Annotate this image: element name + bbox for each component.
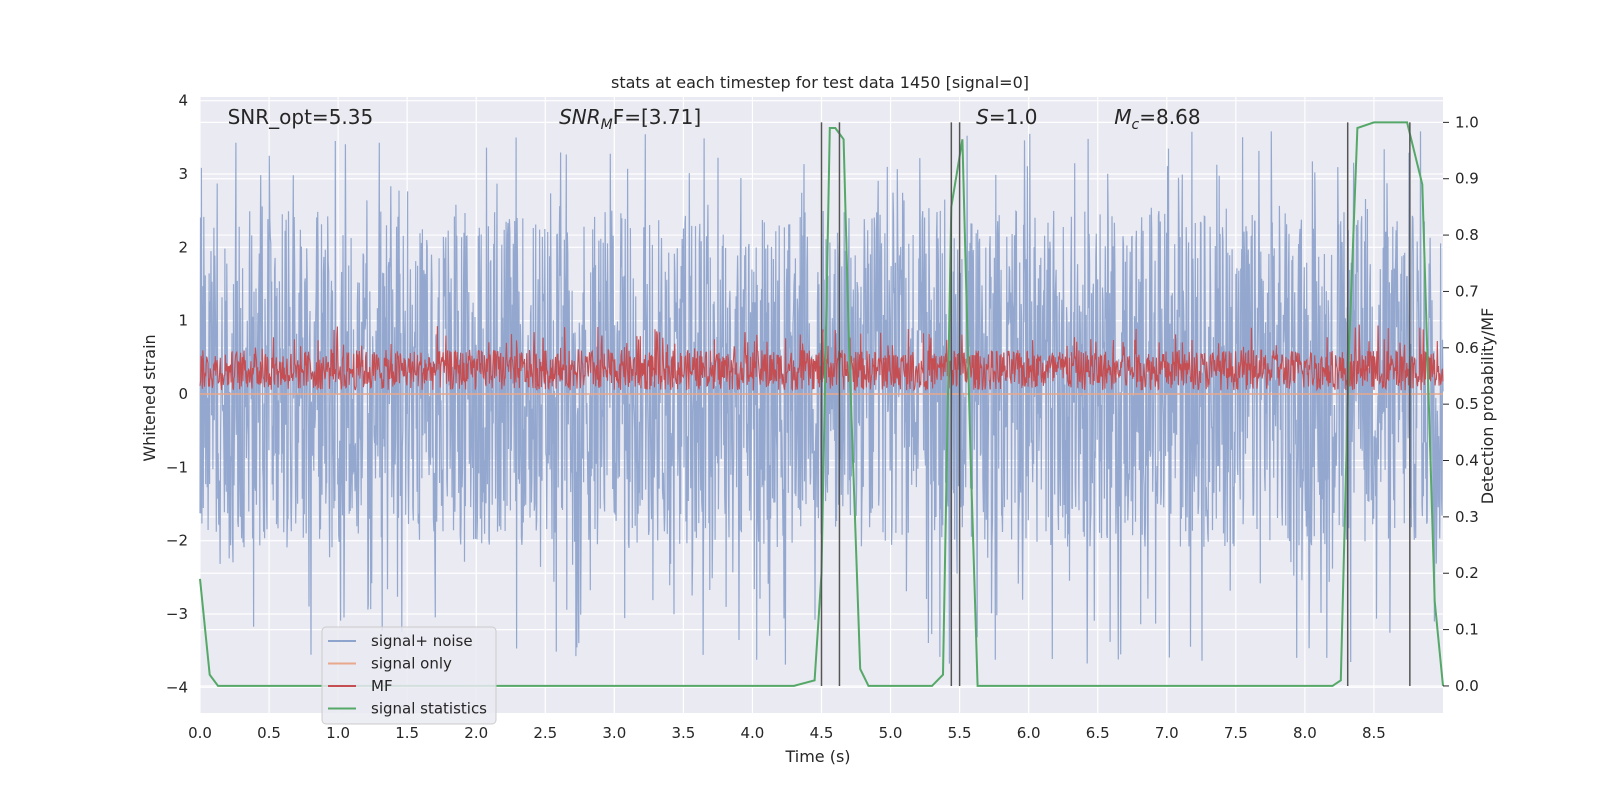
x-tick-label: 2.5 (533, 724, 557, 742)
y2-tick-label: 0.3 (1455, 508, 1479, 526)
annotation: S=1.0 (976, 105, 1037, 129)
x-tick-label: 8.5 (1362, 724, 1386, 742)
y2-tick-label: 0.1 (1455, 621, 1479, 639)
y-tick-label: −2 (166, 532, 188, 550)
y2-tick-label: 0.8 (1455, 226, 1479, 244)
y-axis-label: Whitened strain (140, 334, 159, 461)
y-tick-label: −3 (166, 605, 188, 623)
y2-tick-label: 0.5 (1455, 395, 1479, 413)
x-tick-label: 3.0 (602, 724, 626, 742)
y-tick-label: 3 (178, 165, 188, 183)
y2-axis-ticks: 1.0 0.9 0.8 0.7 0.6 0.5 0.4 0.3 0.2 0.1 0.0 (1443, 113, 1479, 695)
y2-tick-label: 1.0 (1455, 113, 1479, 131)
legend-box (321, 626, 497, 725)
legend-entry-label: signal+ noise (371, 632, 473, 650)
legend-entry-label: signal statistics (371, 700, 487, 718)
x-axis-ticks: 0.0 0.5 1.0 1.5 2.0 2.5 3.0 3.5 4.0 4.5 5.0 5.5 6.0 6… (188, 724, 1386, 742)
legend-entry-label: signal only (371, 655, 452, 673)
x-tick-label: 6.0 (1017, 724, 1041, 742)
y2-tick-label: 0.7 (1455, 282, 1479, 300)
x-tick-label: 8.0 (1293, 724, 1317, 742)
x-tick-label: 0.5 (257, 724, 281, 742)
y-tick-label: 1 (178, 312, 188, 330)
x-tick-label: 1.0 (326, 724, 350, 742)
annotations: SNR_opt=5.35 SNRMF=[3.71] S=1.0 Mc=8.68 (228, 105, 1201, 133)
x-tick-label: 4.0 (741, 724, 765, 742)
x-tick-label: 0.0 (188, 724, 212, 742)
y-tick-label: 4 (178, 92, 188, 110)
vertical-lines (820, 122, 1411, 686)
y2-tick-label: 0.9 (1455, 170, 1479, 188)
y-tick-label: 2 (178, 238, 188, 256)
x-axis-label: Time (s) (784, 747, 850, 766)
x-tick-label: 2.0 (464, 724, 488, 742)
chart-title: stats at each timestep for test data 145… (611, 73, 1029, 92)
series-signal-statistics (199, 121, 1444, 687)
x-tick-label: 7.0 (1155, 724, 1179, 742)
y2-axis-label: Detection probability/MF (1478, 308, 1497, 505)
y-tick-label: −1 (166, 458, 188, 476)
x-tick-label: 3.5 (671, 724, 695, 742)
y2-tick-label: 0.0 (1455, 677, 1479, 695)
y-axis-ticks: 4 3 2 1 0 −1 −2 −3 −4 (166, 92, 188, 697)
y2-tick-label: 0.2 (1455, 564, 1479, 582)
x-tick-label: 1.5 (395, 724, 419, 742)
x-tick-label: 7.5 (1224, 724, 1248, 742)
y-tick-label: −4 (166, 678, 188, 696)
y2-tick-label: 0.4 (1455, 452, 1479, 470)
y-tick-label: 0 (178, 385, 188, 403)
legend: signal+ noise signal only MF signal statist… (321, 626, 497, 725)
x-tick-label: 4.5 (810, 724, 834, 742)
x-tick-label: 6.5 (1086, 724, 1110, 742)
legend-entry-label: MF (371, 677, 393, 695)
x-tick-label: 5.5 (948, 724, 972, 742)
x-tick-label: 5.0 (879, 724, 903, 742)
annotation: SNRMF=[3.71] (559, 105, 701, 133)
y2-tick-label: 0.6 (1455, 339, 1479, 357)
annotation: SNR_opt=5.35 (228, 105, 374, 129)
annotation: Mc=8.68 (1114, 105, 1200, 133)
